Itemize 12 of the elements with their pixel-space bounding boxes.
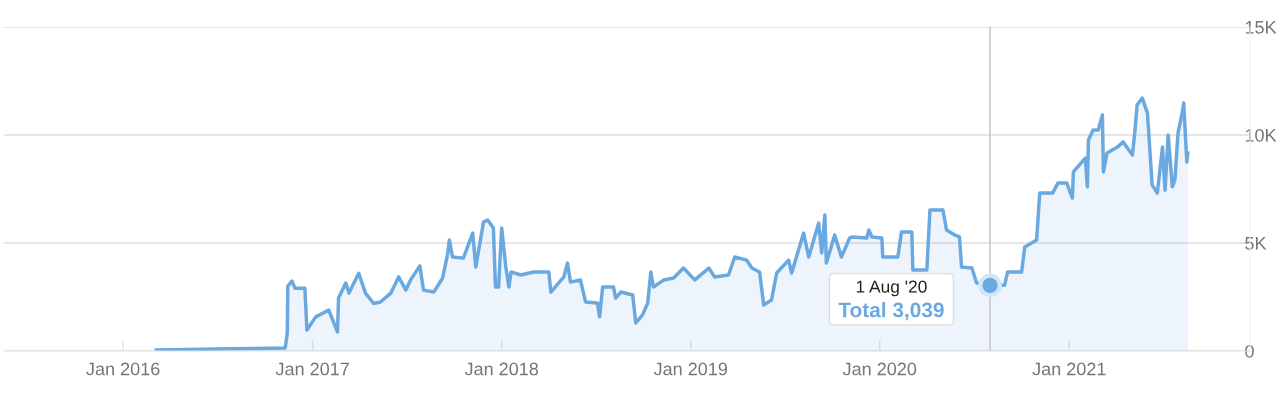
x-tick-label: Jan 2017	[275, 362, 349, 376]
x-tick-label: Jan 2019	[653, 362, 727, 376]
x-tick-label: Jan 2018	[464, 362, 539, 376]
annotation: Total 3,039	[838, 302, 944, 321]
y-tick-label: 10K	[1245, 128, 1276, 142]
x-tick-label: Jan 2020	[842, 362, 917, 376]
y-tick-label: 15K	[1245, 21, 1276, 34]
annotation: 1 Aug '20	[856, 280, 927, 297]
x-tick-label: Jan 2016	[86, 362, 160, 376]
x-tick-label: Jan 2021	[1032, 362, 1106, 376]
y-tick-label: 0	[1245, 344, 1254, 358]
y-tick-label: 5K	[1245, 237, 1267, 250]
